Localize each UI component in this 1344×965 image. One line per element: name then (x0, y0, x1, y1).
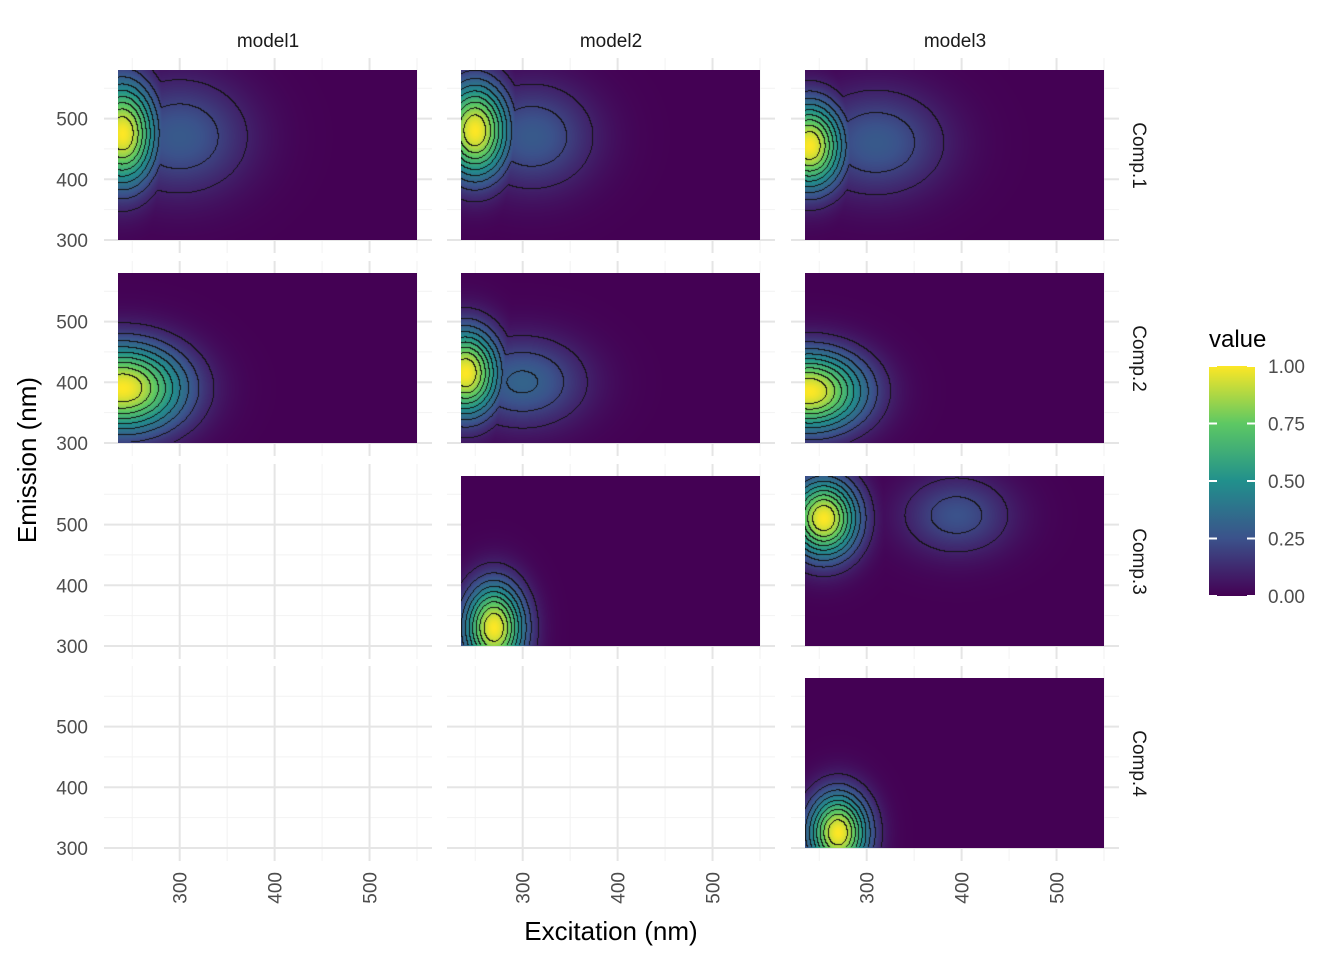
panel-model1-Comp1 (104, 58, 432, 253)
heatmap-tile (461, 70, 760, 240)
y-tick-label: 400 (56, 373, 88, 394)
legend-tick-label: 0.25 (1268, 530, 1305, 551)
y-tick-label: 500 (56, 516, 88, 537)
panel-model1-Comp4 (104, 666, 432, 861)
heatmap-tile (461, 273, 760, 443)
x-tick-label: 300 (171, 872, 192, 904)
heatmap-canvas (805, 476, 1104, 646)
heatmap-canvas (461, 70, 760, 240)
y-tick-label: 500 (56, 718, 88, 739)
panel-model3-Comp4 (791, 666, 1119, 861)
x-tick-label: 400 (609, 872, 630, 904)
column-strip-label: model1 (237, 31, 299, 52)
x-tick-label: 500 (704, 872, 725, 904)
heatmap-canvas (118, 70, 417, 240)
x-tick-label: 300 (514, 872, 535, 904)
panels-layer (104, 58, 1119, 861)
y-tick-label: 400 (56, 778, 88, 799)
x-axis-title: Excitation (nm) (524, 916, 697, 946)
panel-model2-Comp3 (447, 464, 775, 659)
heatmap-tile (805, 476, 1104, 646)
x-tick-label: 400 (266, 872, 287, 904)
heatmap-canvas (461, 476, 760, 646)
y-tick-label: 500 (56, 110, 88, 131)
row-strip-label: Comp.3 (1128, 528, 1149, 595)
panel-model1-Comp3 (104, 464, 432, 659)
row-strip-label: Comp.4 (1128, 730, 1149, 797)
legend: value 0.00 0.25 0.50 0.75 1.00 (1209, 326, 1305, 608)
heatmap-tile (805, 70, 1104, 240)
heatmap-canvas (805, 273, 1104, 443)
panel-model3-Comp3 (791, 464, 1119, 659)
y-tick-label: 400 (56, 576, 88, 597)
y-tick-label: 300 (56, 637, 88, 658)
heatmap-tile (805, 273, 1104, 443)
row-strip-label: Comp.1 (1128, 122, 1149, 189)
panel-model1-Comp2 (104, 261, 432, 456)
heatmap-tile (461, 476, 760, 646)
y-tick-label: 500 (56, 313, 88, 334)
legend-tick-label: 0.75 (1268, 415, 1305, 436)
x-tick-label: 300 (858, 872, 879, 904)
column-strip-label: model3 (924, 31, 986, 52)
row-strip-label: Comp.2 (1128, 325, 1149, 392)
panel-grid (104, 464, 432, 659)
legend-ticks: 0.00 0.25 0.50 0.75 1.00 (1209, 357, 1305, 608)
heatmap-tile (118, 273, 417, 443)
y-tick-label: 300 (56, 231, 88, 252)
legend-tick-label: 1.00 (1268, 357, 1305, 378)
legend-tick-label: 0.00 (1268, 587, 1305, 608)
column-strip-label: model2 (580, 31, 642, 52)
y-axis-title: Emission (nm) (12, 377, 42, 543)
panel-grid (104, 666, 432, 861)
panel-model2-Comp1 (447, 58, 775, 253)
heatmap-canvas (805, 70, 1104, 240)
panel-model3-Comp1 (791, 58, 1119, 253)
heatmap-canvas (118, 273, 417, 443)
x-tick-label: 500 (1048, 872, 1069, 904)
panel-grid (447, 666, 775, 861)
panel-model2-Comp4 (447, 666, 775, 861)
panel-model3-Comp2 (791, 261, 1119, 456)
panel-model2-Comp2 (447, 261, 775, 456)
y-tick-label: 400 (56, 170, 88, 191)
legend-tick-label: 0.50 (1268, 472, 1305, 493)
x-tick-label: 500 (361, 872, 382, 904)
heatmap-tile (805, 678, 1104, 848)
y-tick-label: 300 (56, 434, 88, 455)
y-tick-label: 300 (56, 839, 88, 860)
tick-labels-layer: 300 400 500 300 400 500 300 400 500 300 400 500 300 4… (56, 110, 1068, 904)
heatmap-tile (118, 70, 417, 240)
strip-labels-layer: model1 model2 model3 Comp.1 Comp.2 Comp.3 Comp… (237, 31, 1149, 797)
legend-title: value (1209, 326, 1266, 353)
heatmap-canvas (461, 273, 760, 443)
x-tick-label: 400 (953, 872, 974, 904)
heatmap-canvas (805, 678, 1104, 848)
